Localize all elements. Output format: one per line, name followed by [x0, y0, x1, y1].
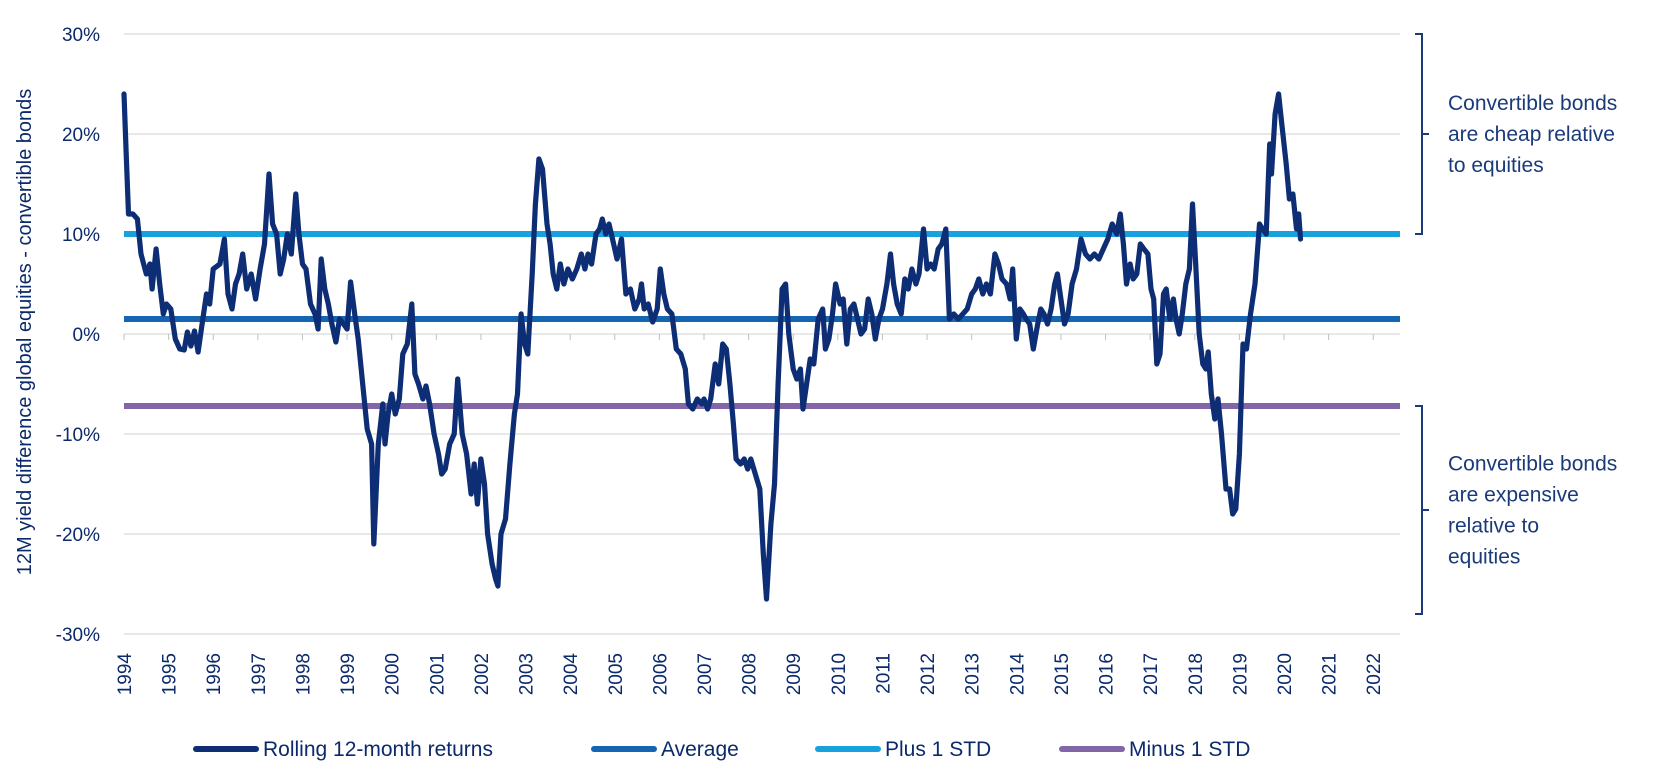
legend-label: Rolling 12-month returns — [263, 738, 493, 761]
series-layer — [121, 91, 1304, 602]
y-tick-label: -10% — [56, 425, 100, 446]
x-tick-label: 1995 — [160, 653, 181, 695]
x-tick-label: 2020 — [1275, 653, 1296, 695]
annotation-bracket — [1415, 33, 1429, 235]
y-tick-label: 30% — [62, 25, 100, 46]
annotation-text: to equities — [1448, 154, 1544, 177]
x-tick-label: 2003 — [517, 653, 538, 695]
x-tick-label: 2014 — [1007, 653, 1028, 696]
x-tick-label: 2001 — [427, 653, 448, 695]
annotation-text: Convertible bonds — [1448, 92, 1617, 115]
annotation-text: equities — [1448, 546, 1520, 569]
x-tick-label: 1998 — [293, 653, 314, 695]
y-tick-label: 0% — [73, 325, 101, 346]
annotation-text: are cheap relative — [1448, 123, 1615, 146]
x-tick-label: 2016 — [1097, 653, 1118, 695]
x-tick-label: 1999 — [338, 653, 359, 695]
annotation-bracket — [1415, 405, 1429, 615]
x-tick-label: 2012 — [918, 653, 939, 695]
y-axis-ticks: 30% 20% 10% 0% -10% -20% -30% — [56, 25, 100, 646]
legend-label: Average — [661, 738, 739, 761]
y-tick-label: -20% — [56, 525, 100, 546]
legend-label: Minus 1 STD — [1129, 738, 1250, 761]
x-tick-label: 2017 — [1141, 653, 1162, 695]
annotation-text: Convertible bonds — [1448, 453, 1617, 476]
x-tick-label: 2000 — [383, 653, 404, 695]
x-tick-label: 2015 — [1052, 653, 1073, 695]
x-tick-label: 2009 — [784, 653, 805, 695]
x-tick-label: 2013 — [963, 653, 984, 695]
annotation-brackets: Convertible bonds are cheap relative to eq… — [1415, 33, 1617, 615]
legend-label: Plus 1 STD — [885, 738, 991, 761]
x-tick-label: 2022 — [1364, 653, 1385, 695]
x-tick-label: 2004 — [561, 653, 582, 696]
x-tick-label: 2021 — [1320, 653, 1341, 695]
x-tick-label: 1996 — [204, 653, 225, 695]
x-tick-label: 2019 — [1230, 653, 1251, 695]
legend: Rolling 12-month returns Average Plus 1 ST… — [193, 738, 1250, 761]
annotation-text: are expensive — [1448, 484, 1579, 507]
y-axis-label: 12M yield difference global equities - c… — [14, 89, 36, 576]
reference-lines — [124, 231, 1400, 409]
x-tick-label: 2005 — [606, 653, 627, 695]
x-tick-label: 1997 — [249, 653, 270, 695]
x-tick-label: 2007 — [695, 653, 716, 695]
y-tick-label: -30% — [56, 625, 100, 646]
y-tick-label: 20% — [62, 125, 100, 146]
x-tick-label: 2010 — [829, 653, 850, 695]
annotation-text: relative to — [1448, 515, 1539, 538]
x-tick-label: 2018 — [1186, 653, 1207, 695]
rolling-returns-line — [121, 91, 1304, 602]
x-tick-label: 2008 — [740, 653, 761, 695]
x-tick-label: 2011 — [873, 653, 894, 694]
x-tick-label: 2006 — [650, 653, 671, 695]
x-axis-ticks: 1994 1995 1996 1997 1998 1999 2000 2001 2002 2003… — [115, 334, 1385, 695]
x-tick-label: 2002 — [472, 653, 493, 695]
x-tick-label: 1994 — [115, 653, 136, 696]
y-tick-label: 10% — [62, 225, 100, 246]
